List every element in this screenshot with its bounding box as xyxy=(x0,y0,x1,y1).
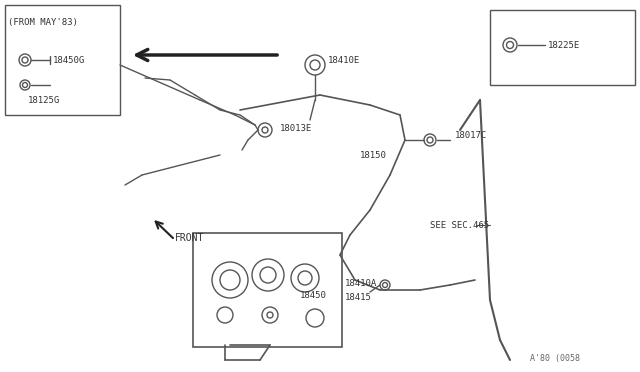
Text: SEE SEC.465: SEE SEC.465 xyxy=(430,221,489,230)
Text: 18410A: 18410A xyxy=(345,279,377,288)
Bar xyxy=(490,10,635,85)
Text: 18415: 18415 xyxy=(345,294,372,302)
Text: 18225E: 18225E xyxy=(548,41,580,49)
Text: FRONT: FRONT xyxy=(175,233,204,243)
Text: 18150: 18150 xyxy=(360,151,387,160)
Text: 18013E: 18013E xyxy=(280,124,312,132)
Text: 18450: 18450 xyxy=(300,291,327,299)
Text: A'80 (0058: A'80 (0058 xyxy=(530,353,580,362)
Bar xyxy=(5,5,120,115)
Text: 18017C: 18017C xyxy=(455,131,487,140)
Text: (FROM MAY'83): (FROM MAY'83) xyxy=(8,17,78,26)
Text: 18125G: 18125G xyxy=(28,96,60,105)
Text: 18410E: 18410E xyxy=(328,55,360,64)
Text: 18450G: 18450G xyxy=(53,55,85,64)
FancyBboxPatch shape xyxy=(193,233,342,347)
